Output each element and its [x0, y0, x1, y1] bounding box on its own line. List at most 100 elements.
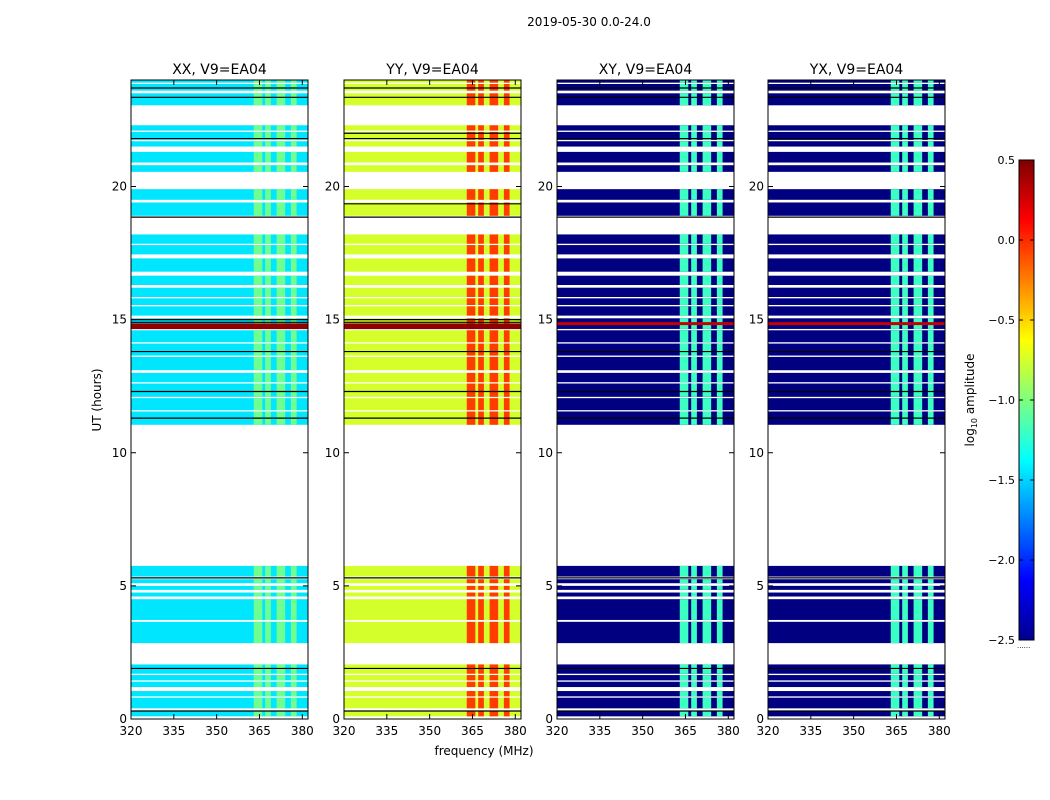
rfi-band: [913, 711, 923, 717]
rfi-band: [466, 681, 476, 688]
rfi-band: [716, 202, 723, 216]
rfi-band: [265, 398, 271, 411]
rfi-band: [927, 125, 934, 131]
rfi-band: [691, 356, 697, 371]
rfi-band: [679, 298, 689, 305]
rfi-band: [478, 585, 484, 590]
rfi-band: [913, 287, 923, 297]
rfi-band: [265, 298, 271, 305]
spike-line: [768, 322, 945, 326]
rfi-band: [927, 579, 934, 584]
rfi-band: [902, 675, 908, 681]
rfi-band: [478, 675, 484, 681]
rfi-band: [265, 151, 271, 163]
rfi-band: [489, 599, 499, 620]
rfi-band: [489, 141, 499, 147]
data-band: [344, 356, 521, 371]
rfi-band: [679, 711, 689, 717]
data-band: [131, 80, 308, 83]
rfi-band: [902, 383, 908, 397]
rfi-band: [691, 298, 697, 305]
data-band: [768, 621, 945, 644]
rfi-band: [290, 697, 297, 709]
rfi-band: [716, 298, 723, 305]
rfi-band: [276, 258, 286, 272]
rfi-band: [691, 258, 697, 272]
rfi-band: [503, 287, 510, 297]
data-band: [768, 151, 945, 163]
data-band: [557, 681, 734, 688]
rfi-band: [290, 675, 297, 681]
y-tick-label: 5: [545, 579, 553, 593]
rfi-band: [927, 599, 934, 620]
rfi-band: [253, 697, 263, 709]
rfi-band: [913, 202, 923, 216]
colorbar-label-prefix: log: [963, 428, 977, 446]
data-band: [557, 298, 734, 305]
rfi-band: [276, 93, 286, 106]
data-band: [557, 125, 734, 131]
rfi-band: [478, 234, 484, 244]
rfi-band: [478, 356, 484, 371]
rfi-band: [702, 711, 712, 717]
data-band: [768, 287, 945, 297]
rfi-band: [913, 585, 923, 590]
rfi-band: [716, 125, 723, 131]
rfi-band: [691, 681, 697, 688]
rfi-band: [691, 189, 697, 200]
colorbar-tick-label: 0.0: [998, 234, 1016, 247]
rfi-band: [466, 592, 476, 597]
rfi-band: [702, 691, 712, 697]
rfi-band: [265, 306, 271, 316]
rfi-band: [890, 343, 900, 356]
rfi-band: [290, 565, 297, 577]
rfi-band: [691, 565, 697, 577]
rfi-band: [478, 189, 484, 200]
rfi-band: [902, 258, 908, 272]
rfi-band: [702, 330, 712, 343]
spike-line: [131, 323, 308, 327]
data-band: [557, 343, 734, 356]
rfi-band: [253, 202, 263, 216]
data-band: [344, 125, 521, 131]
rfi-band: [253, 398, 263, 411]
rfi-band: [902, 691, 908, 697]
rfi-band: [466, 691, 476, 697]
rfi-band: [478, 621, 484, 644]
panel-3: YX, V9=EA04 320 335 350 365 380 0 5 10 15 20: [749, 62, 951, 738]
rfi-band: [890, 245, 900, 255]
rfi-band: [890, 697, 900, 709]
x-tick-label: 365: [461, 724, 484, 738]
x-axis-label: frequency (MHz): [434, 744, 533, 758]
colorbar-tick-label: −1.5: [988, 474, 1015, 487]
rfi-band: [691, 691, 697, 697]
rfi-band: [702, 125, 712, 131]
x-tick-label: 380: [291, 724, 314, 738]
rfi-band: [265, 585, 271, 590]
rfi-band: [927, 664, 934, 674]
rfi-band: [253, 592, 263, 597]
rfi-band: [716, 330, 723, 343]
rfi-band: [290, 681, 297, 688]
rfi-band: [902, 151, 908, 163]
rfi-band: [927, 697, 934, 709]
data-band: [131, 165, 308, 172]
rfi-band: [679, 234, 689, 244]
rfi-band: [902, 579, 908, 584]
rfi-band: [489, 131, 499, 140]
rfi-band: [679, 398, 689, 411]
rfi-band: [890, 585, 900, 590]
rfi-band: [702, 398, 712, 411]
data-band: [768, 681, 945, 688]
data-band: [768, 275, 945, 286]
rfi-band: [265, 691, 271, 697]
data-band: [768, 691, 945, 697]
y-tick-label: 15: [112, 313, 127, 327]
rfi-band: [265, 234, 271, 244]
data-band: [768, 343, 945, 356]
data-band: [131, 398, 308, 411]
data-band: [768, 697, 945, 709]
rfi-band: [691, 585, 697, 590]
rfi-band: [478, 93, 484, 106]
rfi-band: [702, 141, 712, 147]
